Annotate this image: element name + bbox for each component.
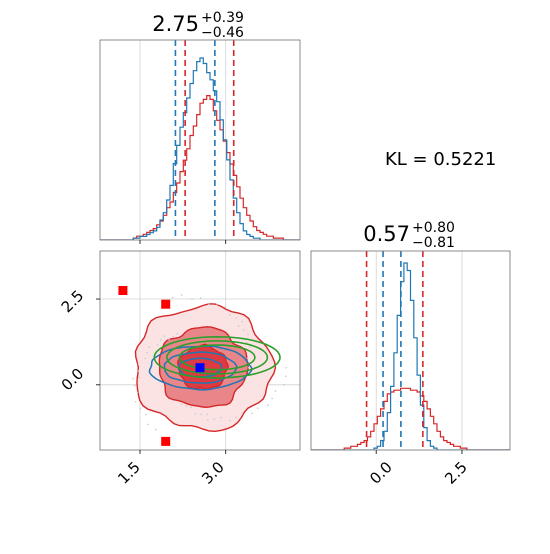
sample-point — [216, 304, 218, 306]
sample-point — [176, 332, 178, 335]
sample-point — [242, 329, 245, 331]
sample-point — [235, 317, 237, 319]
sample-point — [208, 303, 210, 305]
sample-point — [172, 335, 174, 338]
sample-point — [251, 412, 253, 415]
param2-title-plus: +0.80 — [412, 220, 455, 236]
sample-point — [199, 297, 202, 300]
sample-point — [224, 306, 226, 308]
sample-point — [171, 296, 174, 299]
sample-point — [266, 404, 269, 407]
param2-blue-histogram — [311, 262, 510, 450]
sample-point — [144, 357, 147, 360]
sample-point — [248, 346, 251, 348]
joint-x-tick-label: 1.5 — [114, 458, 144, 488]
param1-title-plus: +0.39 — [201, 10, 244, 26]
blue-density-contour — [163, 351, 238, 384]
sample-point — [134, 401, 137, 403]
joint-panel-frame — [99, 250, 301, 451]
green-density-contour — [178, 344, 256, 371]
sample-point — [207, 419, 209, 421]
right-x-tick-label: 2.5 — [441, 458, 471, 488]
sample-point — [146, 352, 148, 354]
param1-title-value: 2.75 — [152, 12, 199, 36]
sample-point — [190, 406, 192, 409]
sample-point — [156, 343, 159, 346]
joint-y-tick-label: 2.5 — [58, 287, 88, 317]
right-panel-frame — [310, 250, 511, 451]
sample-point — [191, 298, 193, 300]
sample-point — [245, 341, 248, 344]
sample-point — [247, 366, 250, 369]
param1-red-histogram — [100, 95, 300, 240]
sample-point — [136, 391, 139, 394]
sample-point — [213, 418, 216, 420]
joint-green-contours — [153, 335, 281, 379]
sample-point — [194, 413, 197, 415]
joint-y-tick-label: 0.0 — [58, 365, 88, 395]
sample-point — [228, 419, 231, 422]
sample-point — [246, 357, 249, 360]
sample-point — [274, 390, 277, 392]
blue-density-contour — [148, 345, 253, 391]
sample-point — [180, 294, 183, 296]
param2-histograms — [311, 251, 510, 450]
red-square-marker — [161, 436, 171, 446]
sample-point — [206, 413, 208, 416]
sample-point — [154, 428, 157, 431]
sample-point — [256, 407, 259, 409]
top-panel-frame — [99, 39, 301, 241]
param2-title-value: 0.57 — [363, 222, 410, 246]
sample-point — [241, 413, 243, 415]
sample-point — [229, 314, 231, 316]
sample-point — [147, 423, 149, 426]
sample-point — [168, 339, 170, 341]
sample-point — [185, 405, 187, 407]
param1-blue-histogram — [100, 57, 300, 240]
sample-point — [139, 407, 142, 410]
sample-point — [163, 335, 166, 337]
sample-point — [145, 413, 147, 416]
red-square-marker — [161, 299, 171, 309]
sample-point — [235, 416, 237, 419]
param1-title-minus: −0.46 — [201, 25, 244, 41]
param2-title: 0.57 +0.80 −0.81 — [363, 220, 455, 251]
joint-x-tick-label: 3.0 — [198, 458, 228, 488]
top-marginal-grid — [139, 40, 227, 240]
sample-point — [271, 397, 273, 400]
green-density-contour — [153, 335, 281, 379]
sample-point — [237, 325, 240, 327]
param2-title-minus: −0.81 — [412, 235, 455, 251]
sample-point — [283, 383, 285, 386]
param1-histograms — [100, 40, 300, 240]
sample-point — [220, 416, 222, 419]
right-x-tick-label: 0.0 — [366, 458, 396, 488]
sample-point — [138, 376, 140, 379]
blue-square-marker — [195, 363, 205, 373]
param1-title: 2.75 +0.39 −0.46 — [152, 10, 244, 41]
green-density-contour — [166, 340, 269, 375]
sample-point — [132, 377, 134, 380]
axis-ticks — [96, 240, 463, 454]
sample-point — [284, 375, 287, 378]
red-square-marker — [118, 286, 128, 295]
sample-point — [137, 370, 140, 372]
sample-point — [148, 346, 150, 349]
sample-point — [137, 363, 140, 366]
sample-point — [241, 320, 244, 323]
kl-annotation: KL = 0.5221 — [385, 149, 496, 170]
sample-point — [200, 413, 203, 416]
sample-point — [134, 384, 136, 387]
sample-point — [285, 367, 288, 369]
sample-point — [160, 339, 162, 341]
param2-red-histogram — [311, 387, 510, 450]
joint-markers — [118, 286, 205, 446]
right-marginal-grid — [375, 251, 463, 450]
sample-point — [247, 333, 249, 336]
sample-point — [180, 403, 183, 405]
